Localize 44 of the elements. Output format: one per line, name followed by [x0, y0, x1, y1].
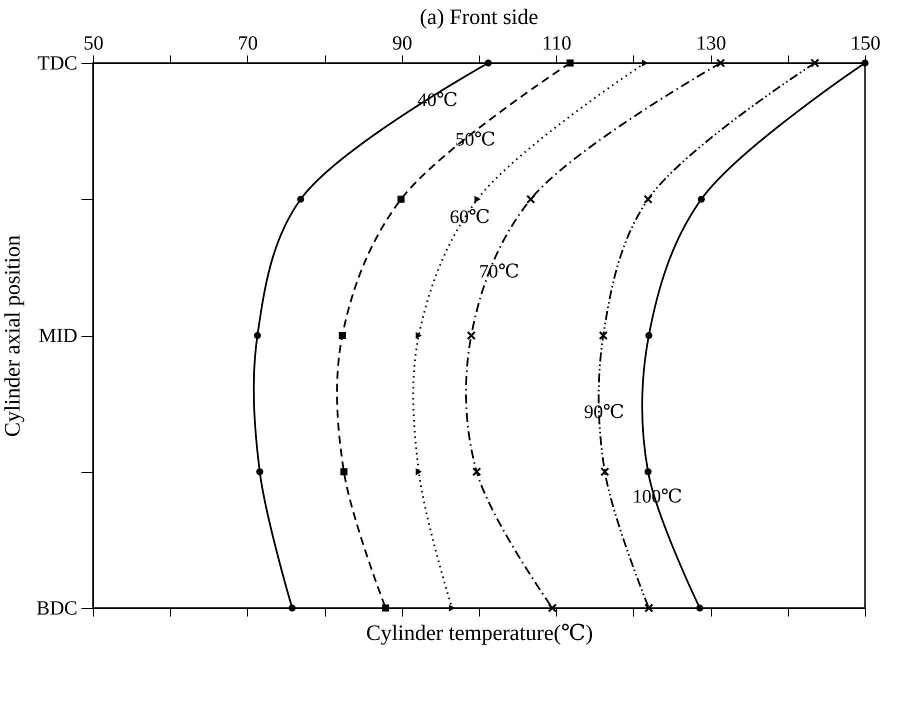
y-tick-label: MID — [38, 325, 78, 347]
point — [526, 194, 536, 204]
point — [382, 604, 390, 612]
point — [696, 604, 704, 612]
chart-title: (a) Front side — [420, 4, 538, 29]
series-label: 60℃ — [450, 206, 490, 228]
x-tick-label: 70 — [238, 32, 258, 54]
point — [600, 467, 610, 476]
x-tick-label: 130 — [696, 32, 726, 54]
y-tick-label: BDC — [36, 598, 78, 620]
x-tick-label: 90 — [392, 32, 412, 54]
x-tick-label: 110 — [542, 32, 572, 54]
point — [598, 330, 608, 340]
point — [474, 196, 481, 203]
point — [297, 196, 304, 203]
point — [644, 468, 652, 476]
point — [566, 59, 574, 67]
x-tick-label: 50 — [84, 32, 104, 54]
series-label: 70℃ — [479, 261, 520, 282]
point — [548, 603, 557, 613]
point — [416, 468, 422, 476]
y-tick-label: TDC — [38, 52, 78, 74]
x-axis-title: Cylinder temperature(℃) — [366, 620, 593, 645]
point — [861, 59, 869, 67]
point — [644, 603, 654, 613]
point — [338, 332, 346, 340]
point — [698, 196, 705, 203]
point — [472, 467, 482, 476]
point — [256, 468, 264, 476]
point — [716, 58, 726, 68]
point — [644, 194, 653, 204]
point — [810, 58, 820, 68]
y-axis-title: Cylinder axial position — [0, 235, 24, 437]
point — [484, 59, 492, 67]
series-label: 50℃ — [455, 129, 496, 150]
point — [397, 196, 405, 203]
point — [340, 468, 348, 476]
series-label: 90℃ — [584, 402, 624, 423]
point — [466, 330, 476, 340]
point — [254, 332, 261, 340]
x-tick-label: 150 — [850, 32, 880, 54]
point — [645, 332, 652, 340]
point — [288, 604, 296, 612]
point — [416, 332, 422, 340]
